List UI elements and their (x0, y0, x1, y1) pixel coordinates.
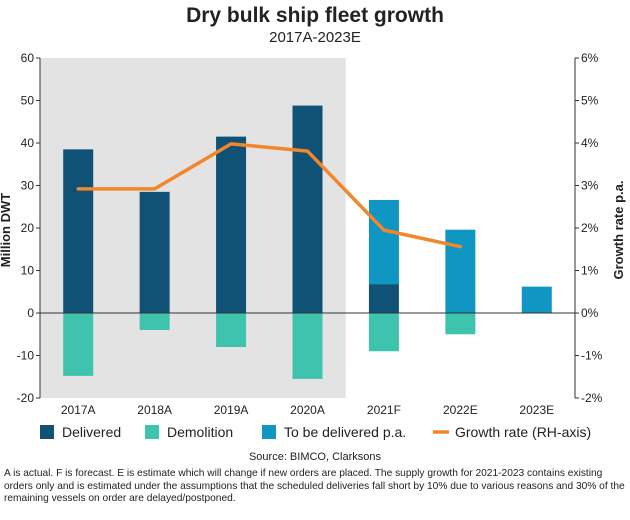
x-tick-label: 2022E (443, 403, 478, 417)
x-tick-label: 2017A (61, 403, 96, 417)
legend: Delivered Demolition To be delivered p.a. G… (40, 424, 591, 440)
x-tick-label: 2018A (137, 403, 172, 417)
chart-title: Dry bulk ship fleet growth (186, 4, 444, 27)
legend-label: Growth rate (RH-axis) (455, 424, 591, 440)
y-tick-label: 50 (21, 94, 35, 108)
bar-delivered-2021F (368, 284, 399, 313)
y-tick-label: 30 (21, 179, 35, 193)
growth-point-2017A (77, 188, 80, 190)
y2-tick-label: 5% (581, 94, 599, 108)
y2-tick-label: 2% (581, 221, 599, 235)
legend-swatch (262, 425, 276, 439)
bar-to-be-delivered-2023E (521, 286, 552, 313)
legend-swatch (145, 425, 159, 439)
legend-label: To be delivered p.a. (284, 424, 406, 440)
growth-point-2019A (230, 143, 232, 145)
growth-point-2021F (383, 229, 385, 231)
bar-demolition-2021F (368, 313, 399, 352)
legend-swatch (40, 425, 54, 439)
source-note: Source: BIMCO, Clarksons (249, 451, 382, 463)
y-tick-label: 60 (21, 51, 35, 65)
y2-axis-label: Growth rate p.a. (611, 181, 626, 280)
plot-area: 60 50 40 30 20 10 0 -10 -20 6% 5% 4% 3% 2% 1% 0% -1% -2% 2… (17, 51, 603, 417)
y-tick-label: -20 (17, 391, 35, 405)
legend-label: Demolition (167, 424, 233, 440)
y-tick-label: 0 (27, 306, 34, 320)
y2-tick-label: 3% (581, 179, 599, 193)
bar-to-be-delivered-2021F (368, 199, 399, 285)
y-axis-label: Million DWT (0, 193, 13, 267)
y-tick-label: 40 (21, 136, 35, 150)
bar-demolition-2018A (139, 313, 170, 330)
y2-tick-label: 1% (581, 264, 599, 278)
bar-demolition-2017A (63, 313, 94, 376)
footnote: A is actual. F is forecast. E is estimat… (4, 468, 625, 504)
x-tick-label: 2019A (214, 403, 249, 417)
y2-tick-label: -2% (581, 391, 603, 405)
growth-rate-line (76, 142, 463, 249)
chart-subtitle: 2017A-2023E (269, 29, 361, 46)
y2-tick-label: -1% (581, 349, 603, 363)
bar-delivered-2020A (292, 105, 323, 313)
y-tick-label: 20 (21, 221, 35, 235)
bar-to-be-delivered-2022E (445, 229, 476, 313)
y2-tick-label: 4% (581, 136, 599, 150)
legend-label: Delivered (62, 424, 121, 440)
growth-point-2020A (306, 150, 309, 152)
bar-delivered-2018A (139, 191, 170, 313)
x-tick-label: 2021F (367, 403, 401, 417)
bar-demolition-2020A (292, 313, 323, 379)
bar-delivered-2019A (216, 136, 247, 313)
y2-tick-label: 0% (581, 306, 599, 320)
bar-delivered-2017A (63, 149, 94, 313)
growth-point-2022E (459, 245, 462, 248)
x-tick-label: 2023E (519, 403, 554, 417)
x-tick-label: 2020A (290, 403, 325, 417)
growth-point-2018A (153, 188, 156, 190)
y-tick-label: -10 (17, 349, 35, 363)
bar-demolition-2019A (216, 313, 247, 347)
bar-demolition-2022E (445, 313, 476, 335)
y2-tick-label: 6% (581, 51, 599, 65)
y-tick-label: 10 (21, 264, 35, 278)
